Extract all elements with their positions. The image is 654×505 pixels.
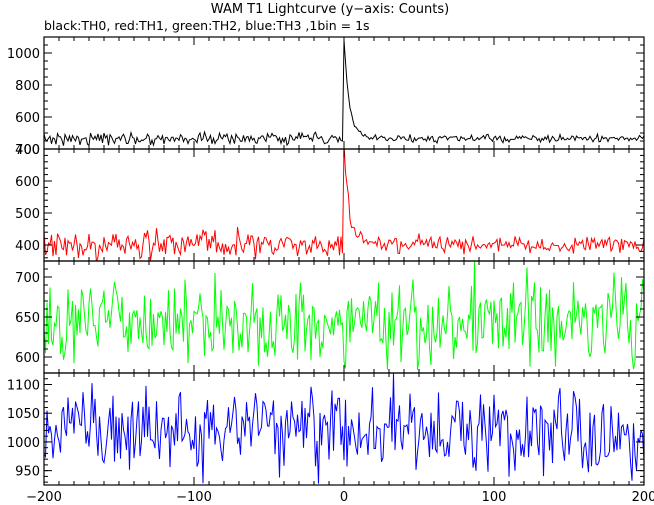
chart-title: WAM T1 Lightcurve (y−axis: Counts) — [211, 2, 449, 17]
y-tick-label: 600 — [15, 111, 40, 126]
x-tick-label: 200 — [632, 490, 654, 505]
y-tick-label: 700 — [15, 271, 40, 286]
panel-frame — [43, 372, 645, 486]
y-tick-label: 800 — [15, 79, 40, 94]
x-tick-label: 100 — [482, 490, 507, 505]
y-tick-label: 950 — [15, 465, 40, 480]
panels-group: 400 600 800 1000 400 500 600 700 600 650 700 950 100… — [7, 36, 645, 486]
y-tick-label: 1050 — [7, 407, 40, 422]
y-tick-label: 1000 — [7, 436, 40, 451]
y-tick-label: 400 — [15, 239, 40, 254]
series-line-th1 — [44, 149, 644, 261]
x-axis: −200 −100 0 100 200 — [26, 490, 654, 505]
y-tick-label: 500 — [15, 207, 40, 222]
panel-th2: 600 650 700 — [15, 260, 645, 374]
x-tick-label: −200 — [26, 490, 62, 505]
x-tick-label: −100 — [176, 490, 212, 505]
panel-th0: 400 600 800 1000 — [7, 36, 645, 158]
series-line-th0 — [44, 40, 644, 147]
y-tick-label: 650 — [15, 311, 40, 326]
y-tick-label: 1000 — [7, 47, 40, 62]
panel-th1: 400 500 600 700 — [15, 143, 645, 262]
y-tick-label: 600 — [15, 351, 40, 366]
panel-th3: 950 1000 1050 1100 — [7, 372, 645, 486]
y-tick-label: 400 — [15, 143, 40, 158]
chart-subtitle: black:TH0, red:TH1, green:TH2, blue:TH3 … — [44, 18, 370, 33]
x-tick-label: 0 — [340, 490, 348, 505]
y-tick-label: 600 — [15, 175, 40, 190]
series-line-th2 — [44, 261, 644, 371]
y-tick-label: 700 — [15, 143, 40, 158]
y-tick-label: 1100 — [7, 378, 40, 393]
series-line-th3 — [44, 373, 644, 484]
